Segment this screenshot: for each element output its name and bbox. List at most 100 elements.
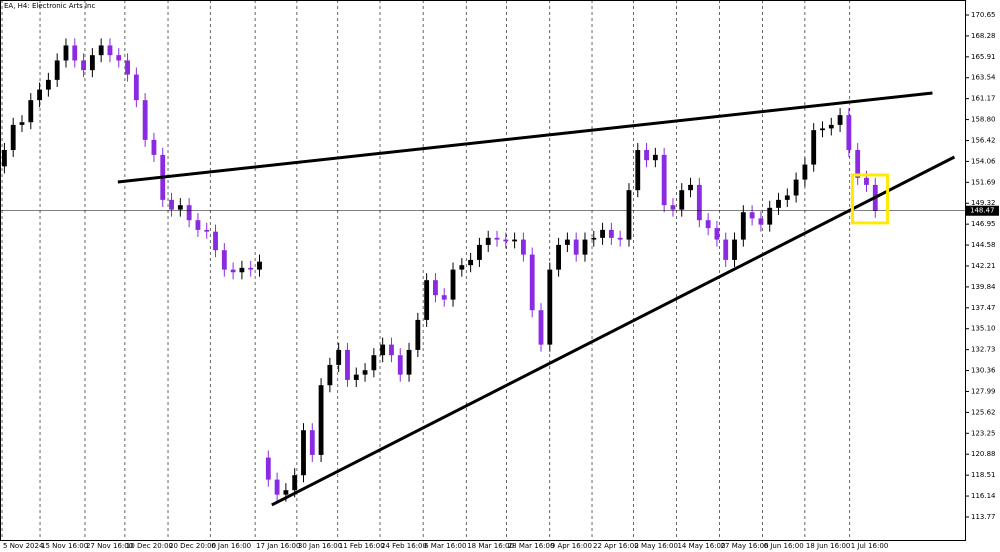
y-tick-label: 163.54 <box>971 74 996 82</box>
plot-frame <box>0 0 966 541</box>
candle-body <box>37 89 43 101</box>
candle-body <box>635 150 641 191</box>
candle-body <box>855 150 861 178</box>
y-tick-label: 158.80 <box>971 116 996 124</box>
candle-body <box>846 115 852 151</box>
candle-body <box>274 479 280 495</box>
candle-body <box>81 60 86 71</box>
candle-body <box>204 229 210 232</box>
x-tick-label: 11 Feb 16:00 <box>339 542 385 550</box>
candle-body <box>309 430 315 455</box>
candle-body <box>758 218 764 225</box>
candle-body <box>564 239 570 245</box>
candle-body <box>371 355 377 371</box>
y-tick-label: 168.28 <box>971 32 996 40</box>
x-tick-label: 30 Jan 16:00 <box>298 542 342 550</box>
candle-body <box>397 355 403 375</box>
candle-body <box>503 239 509 242</box>
x-tick-label: 17 Jan 16:00 <box>256 542 300 550</box>
candle-body <box>336 349 342 365</box>
x-tick-label: 1 Jul 16:00 <box>851 542 889 550</box>
candle-body <box>679 190 685 210</box>
x-tick-label: 10 Dec 20:00 <box>126 542 173 550</box>
y-tick-label: 118.51 <box>971 471 996 479</box>
candle-body <box>600 229 605 238</box>
candle-body <box>485 237 491 245</box>
candle-body <box>582 239 588 255</box>
y-tick-label: 125.62 <box>971 408 996 416</box>
candle-body <box>784 195 790 200</box>
candle-body <box>591 237 597 240</box>
y-tick-label: 165.91 <box>971 53 996 61</box>
y-tick-label: 151.69 <box>971 178 996 186</box>
candle-body <box>714 228 720 240</box>
y-tick-label: 116.14 <box>971 492 996 500</box>
y-tick-label: 135.10 <box>971 325 996 333</box>
candle-body <box>19 122 25 125</box>
x-tick-label: 9 Apr 16:00 <box>551 542 592 550</box>
candle-body <box>142 100 148 140</box>
candle-body <box>776 199 781 208</box>
y-tick-label: 142.21 <box>971 262 996 270</box>
candle-body <box>696 184 702 221</box>
candle-body <box>608 229 614 238</box>
candle-body <box>292 475 298 491</box>
candle-body <box>828 124 834 129</box>
candle-body <box>415 319 421 350</box>
x-tick-label: 2 May 16:00 <box>634 542 678 550</box>
candle-body <box>318 385 324 455</box>
x-tick-label: 6 Mar 16:00 <box>424 542 466 550</box>
candle-body <box>10 124 16 151</box>
candle-body <box>283 490 289 495</box>
x-tick-label: 6 Jun 16:00 <box>764 542 804 550</box>
candle-body <box>45 79 51 90</box>
x-tick-label: 27 May 16:00 <box>721 542 769 550</box>
candle-body <box>151 139 157 155</box>
candle-body <box>529 254 535 311</box>
y-tick-label: 113.77 <box>971 513 996 521</box>
candle-body <box>811 130 817 165</box>
y-tick-label: 146.95 <box>971 220 996 228</box>
candle-body <box>1 150 7 167</box>
x-tick-label: 28 Mar 16:00 <box>508 542 555 550</box>
candle-body <box>301 430 306 476</box>
candle-body <box>239 267 245 273</box>
candle-body <box>186 205 192 221</box>
candle-body <box>28 100 34 123</box>
x-tick-label: 5 Nov 2024 <box>3 542 44 550</box>
candle-body <box>793 179 799 196</box>
y-tick-label: 156.42 <box>971 137 996 145</box>
candle-body <box>89 55 95 71</box>
candle-body <box>837 115 843 125</box>
trendline <box>271 155 956 507</box>
x-tick-label: 15 Nov 16:00 <box>41 542 88 550</box>
x-tick-label: 6 Jan 16:00 <box>211 542 251 550</box>
candle-body <box>520 239 526 255</box>
y-tick-label: 161.17 <box>971 95 996 103</box>
candle-body <box>450 269 456 300</box>
candle-body <box>468 259 474 266</box>
candle-body <box>652 154 658 161</box>
candle-body <box>327 364 333 386</box>
candle-body <box>617 237 623 240</box>
candle-body <box>538 310 544 345</box>
candle-body <box>72 45 78 61</box>
candle-body <box>195 220 201 230</box>
candle-body <box>133 74 139 101</box>
x-tick-label: 18 Jun 16:00 <box>806 542 850 550</box>
candle-body <box>547 269 553 345</box>
trendline <box>117 91 933 184</box>
candle-body <box>406 349 412 375</box>
candle-body <box>389 344 394 356</box>
candle-body <box>820 128 825 131</box>
candle-body <box>864 177 869 185</box>
candle-body <box>626 190 632 240</box>
candle-body <box>459 265 465 270</box>
candle-body <box>705 220 711 229</box>
candle-body <box>265 457 271 480</box>
y-tick-label: 137.47 <box>971 304 996 312</box>
candle-body <box>213 231 218 251</box>
y-tick-label: 120.88 <box>971 450 996 458</box>
candle-body <box>98 45 104 56</box>
